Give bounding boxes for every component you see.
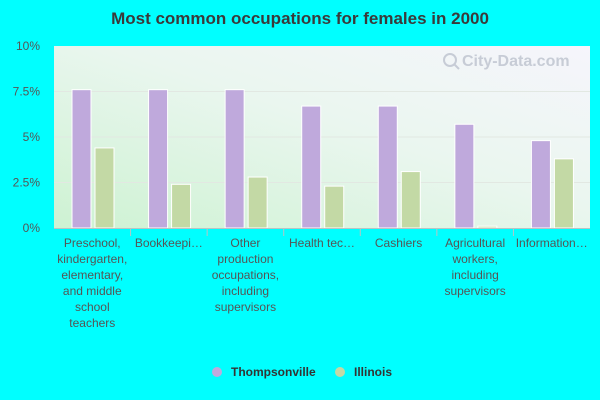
bar-illinois[interactable] — [94, 147, 115, 229]
x-axis: Preschool, kindergarten, elementary, and mi… — [54, 228, 590, 330]
y-tick-label: 7.5% — [13, 85, 41, 99]
legend-label: Illinois — [354, 365, 392, 379]
y-tick-label: 0% — [23, 221, 41, 235]
x-category-label: Information… — [516, 236, 588, 250]
bar-thompsonville[interactable] — [377, 105, 398, 229]
bar-thompsonville[interactable] — [71, 89, 92, 229]
x-category-label: Preschool, kindergarten, elementary, and mi… — [57, 236, 127, 330]
bar-thompsonville[interactable] — [148, 89, 169, 229]
watermark: City-Data.com — [443, 53, 570, 70]
bar-thompsonville[interactable] — [301, 105, 322, 229]
legend-swatch — [335, 367, 345, 377]
bar-illinois[interactable] — [324, 185, 345, 229]
bar-illinois[interactable] — [553, 158, 574, 229]
bar-illinois[interactable] — [477, 225, 498, 229]
bars — [71, 89, 574, 229]
y-axis: 0% 2.5% 5% 7.5% 10% — [13, 39, 41, 235]
bar-thompsonville[interactable] — [530, 140, 551, 229]
x-category-label: Bookkeepi… — [135, 236, 203, 250]
bar-illinois[interactable] — [247, 176, 268, 229]
bar-thompsonville[interactable] — [224, 89, 245, 229]
y-tick-label: 2.5% — [13, 176, 41, 190]
watermark-text: City-Data.com — [462, 53, 570, 70]
x-category-label: Health tec… — [289, 236, 355, 250]
bar-illinois[interactable] — [400, 171, 421, 229]
chart-title: Most common occupations for females in 2… — [111, 9, 489, 28]
legend-label: Thompsonville — [231, 365, 316, 379]
x-category-label: Agricultural workers, including supervisors — [444, 236, 505, 298]
x-category-label: Other production occupations, including supe… — [212, 236, 279, 314]
y-tick-label: 5% — [23, 130, 41, 144]
legend-swatch — [212, 367, 222, 377]
magnifier-icon — [443, 53, 457, 67]
legend: Thompsonville Illinois — [212, 365, 392, 379]
gridlines — [54, 91, 590, 183]
y-tick-label: 10% — [16, 39, 40, 53]
bar-illinois[interactable] — [171, 183, 192, 229]
magnifier-handle — [453, 63, 460, 70]
bar-thompsonville[interactable] — [454, 123, 475, 229]
x-category-label: Cashiers — [375, 236, 422, 250]
